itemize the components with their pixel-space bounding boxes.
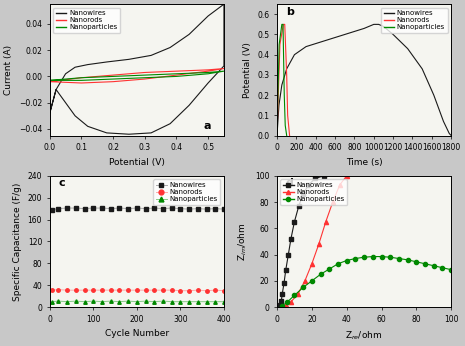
X-axis label: Z$_{re}$/ohm: Z$_{re}$/ohm [345,329,383,342]
Y-axis label: Potential (V): Potential (V) [243,42,252,98]
X-axis label: Cycle Number: Cycle Number [105,329,169,338]
Text: a: a [203,121,211,131]
Legend: Nanowires, Nanorods, Nanoparticles: Nanowires, Nanorods, Nanoparticles [53,8,120,33]
X-axis label: Time (s): Time (s) [346,158,382,167]
Y-axis label: Specific Capacitance (F/g): Specific Capacitance (F/g) [13,182,22,301]
Text: d: d [286,178,293,188]
Legend: Nanowires, Nanorods, Nanoparticles: Nanowires, Nanorods, Nanoparticles [280,179,347,205]
Text: c: c [59,178,65,188]
Text: b: b [286,7,293,17]
X-axis label: Potential (V): Potential (V) [109,158,165,167]
Y-axis label: Current (A): Current (A) [4,45,13,95]
Legend: Nanowires, Nanorods, Nanoparticles: Nanowires, Nanorods, Nanoparticles [381,8,448,33]
Y-axis label: Z$_{im}$/ohm: Z$_{im}$/ohm [237,222,249,261]
Legend: Nanowires, Nanorods, Nanoparticles: Nanowires, Nanorods, Nanoparticles [153,179,220,205]
